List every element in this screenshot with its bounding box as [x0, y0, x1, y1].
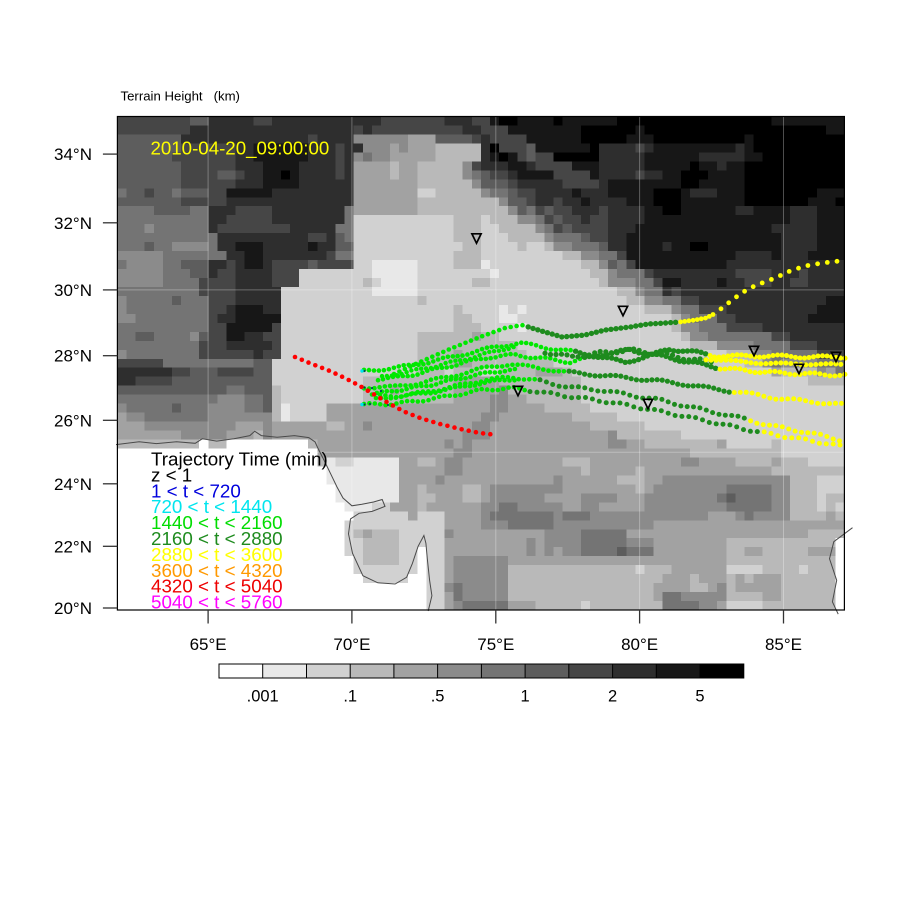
svg-text:2880 < t < 3600: 2880 < t < 3600: [151, 544, 283, 565]
svg-text:1 < t < 720: 1 < t < 720: [151, 480, 241, 501]
svg-text:z < 1: z < 1: [151, 464, 192, 485]
svg-text:.1: .1: [343, 688, 357, 706]
svg-text:22°N: 22°N: [54, 537, 92, 556]
svg-text:Terrain Height (km): Terrain Height (km): [121, 88, 240, 103]
svg-text:Trajectory Time (min): Trajectory Time (min): [151, 449, 328, 470]
svg-text:.5: .5: [431, 688, 445, 706]
svg-text:3600 < t < 4320: 3600 < t < 4320: [151, 560, 283, 581]
svg-text:24°N: 24°N: [54, 475, 92, 494]
svg-text:2160 < t < 2880: 2160 < t < 2880: [151, 528, 283, 549]
svg-text:34°N: 34°N: [54, 145, 92, 164]
svg-text:1: 1: [521, 688, 530, 706]
svg-text:30°N: 30°N: [54, 281, 92, 300]
svg-text:720 < t < 1440: 720 < t < 1440: [151, 496, 272, 517]
svg-text:32°N: 32°N: [54, 214, 92, 233]
svg-text:80°E: 80°E: [621, 635, 658, 654]
svg-text:85°E: 85°E: [765, 635, 802, 654]
svg-text:1440 < t < 2160: 1440 < t < 2160: [151, 512, 283, 533]
svg-text:65°E: 65°E: [190, 635, 227, 654]
svg-text:2010-04-20_09:00:00: 2010-04-20_09:00:00: [151, 138, 330, 160]
svg-text:75°E: 75°E: [477, 635, 514, 654]
svg-text:20°N: 20°N: [54, 599, 92, 618]
svg-text:5040 < t < 5760: 5040 < t < 5760: [151, 592, 283, 613]
svg-text:2: 2: [608, 688, 617, 706]
svg-text:70°E: 70°E: [333, 635, 370, 654]
svg-text:28°N: 28°N: [54, 347, 92, 366]
svg-text:.001: .001: [247, 688, 279, 706]
svg-text:4320 < t < 5040: 4320 < t < 5040: [151, 576, 283, 597]
svg-text:26°N: 26°N: [54, 411, 92, 430]
svg-text:5: 5: [695, 688, 704, 706]
